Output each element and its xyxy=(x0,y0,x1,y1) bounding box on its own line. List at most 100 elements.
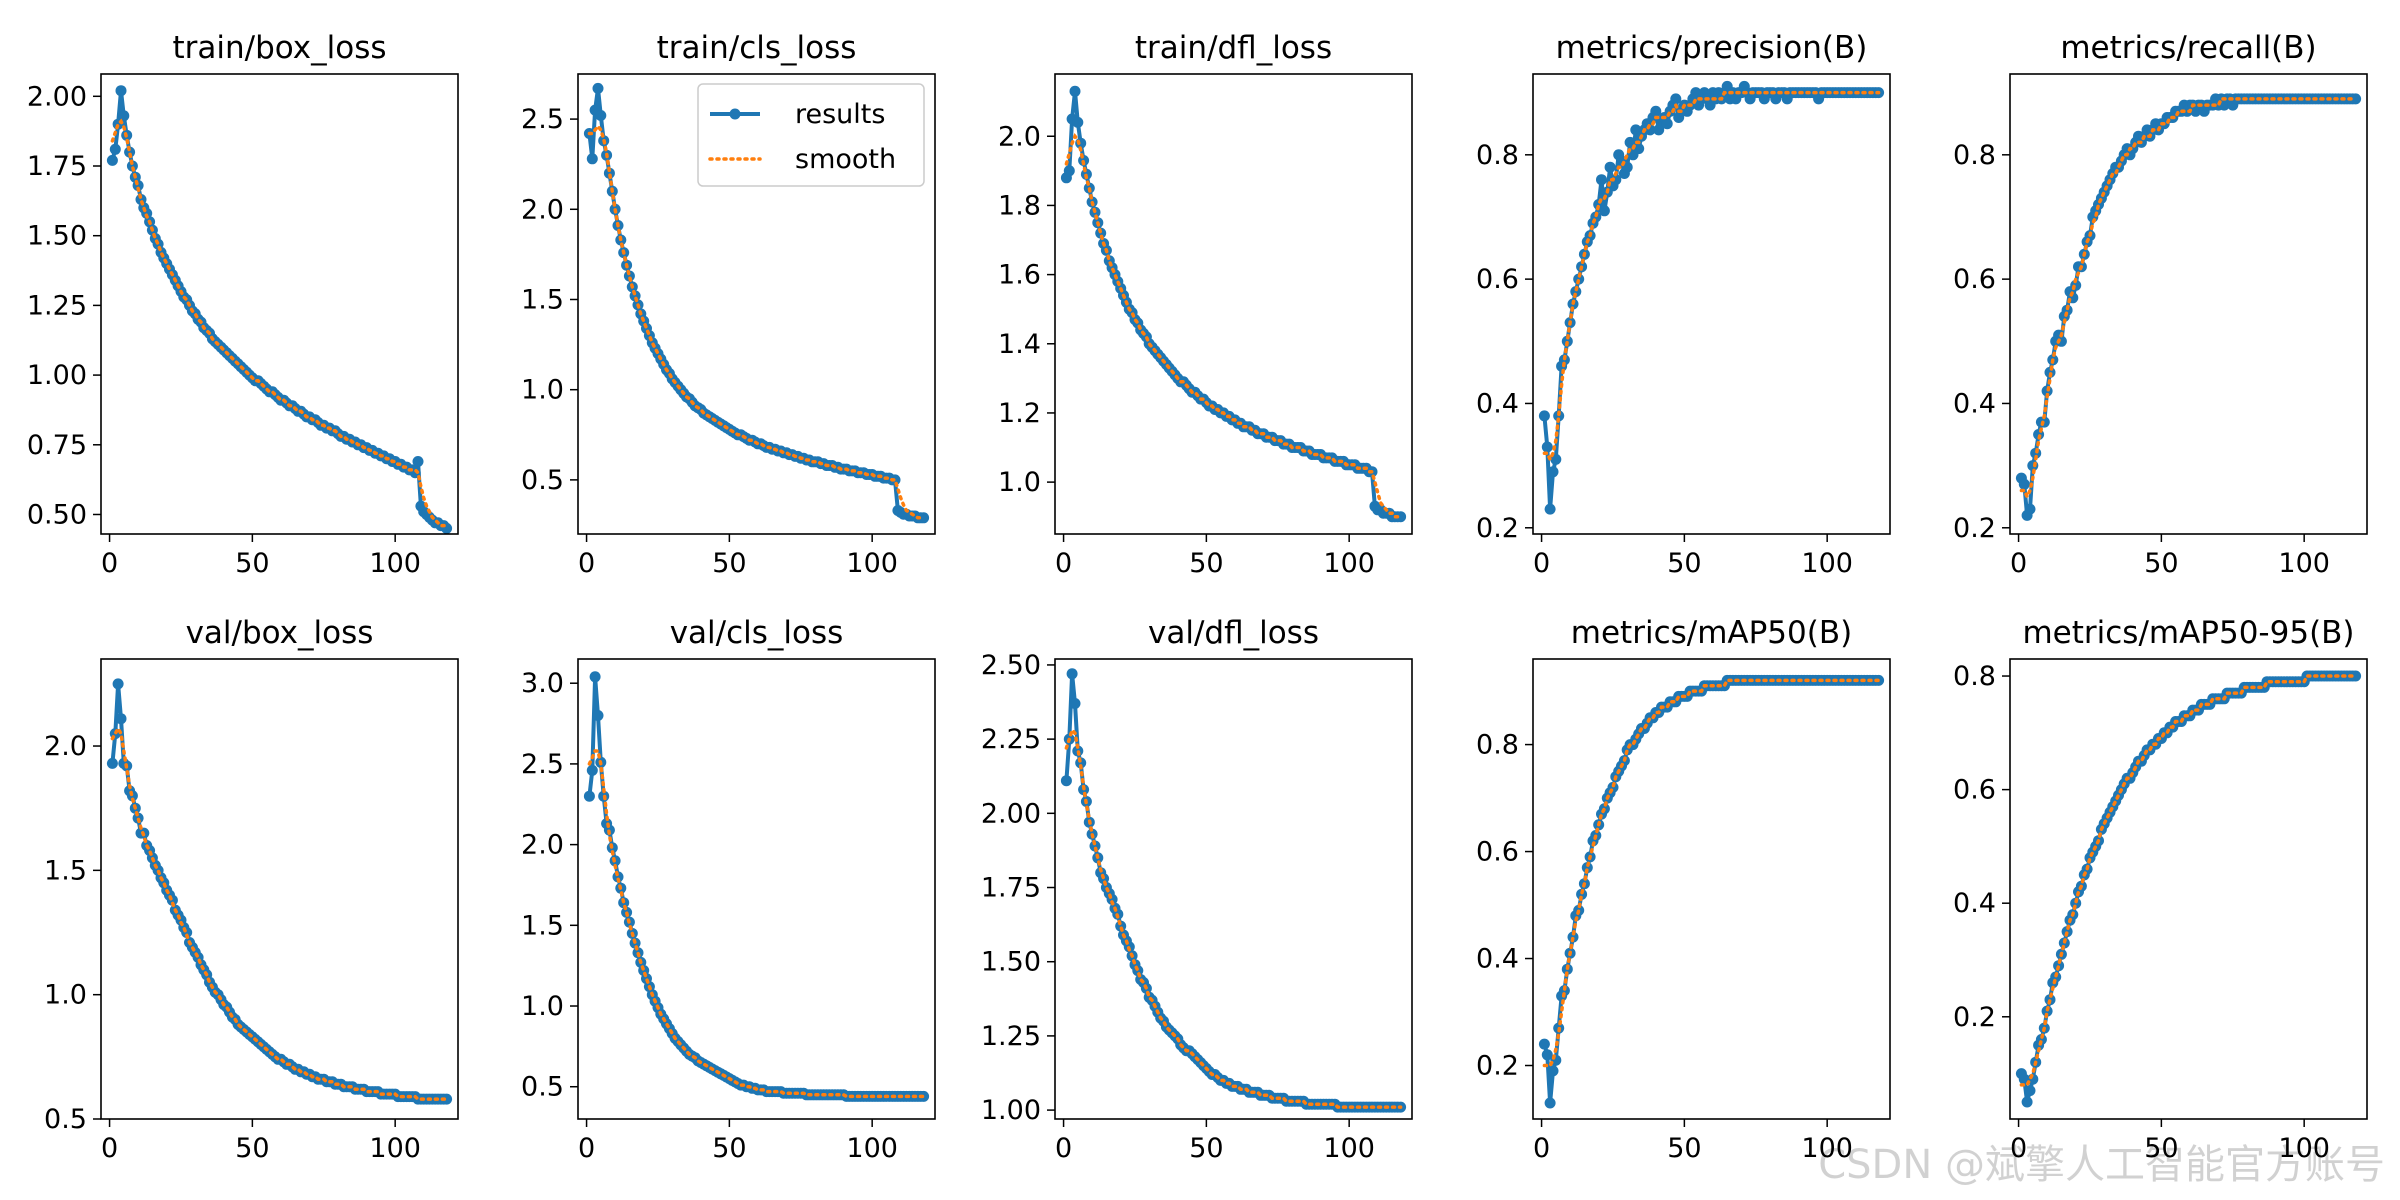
plot-area xyxy=(2015,670,2362,1108)
chart-panel: train/box_loss 0 50 100 0.50 0.75 1.00 1.25 1.50… xyxy=(27,30,459,579)
results-point xyxy=(1072,116,1084,128)
x-tick-label: 100 xyxy=(2278,1133,2330,1164)
chart-panel: metrics/mAP50(B) 0 50 100 0.2 0.4 0.6 0.8 xyxy=(1476,615,1891,1164)
x-tick-label: 100 xyxy=(369,1133,421,1164)
legend-smooth-label: smooth xyxy=(795,144,896,175)
results-point xyxy=(106,154,118,166)
results-point xyxy=(1604,161,1616,173)
y-tick-label: 0.2 xyxy=(1953,513,1996,544)
results-point xyxy=(2350,670,2362,682)
y-tick-label: 0.5 xyxy=(521,1072,564,1103)
results-point xyxy=(1661,118,1673,130)
results-point xyxy=(124,146,136,158)
x-tick-label: 50 xyxy=(2144,548,2178,579)
y-tick-label: 0.2 xyxy=(1476,1051,1519,1082)
y-tick-label: 1.2 xyxy=(998,398,1041,429)
chart-panel: val/box_loss 0 50 100 0.5 1.0 1.5 2.0 xyxy=(44,615,459,1164)
chart-title: val/cls_loss xyxy=(670,615,844,651)
results-point xyxy=(623,270,635,282)
chart-title: metrics/mAP50(B) xyxy=(1571,615,1852,651)
results-point xyxy=(2061,304,2073,316)
y-tick-label: 0.4 xyxy=(1476,944,1519,975)
results-point xyxy=(441,1093,453,1105)
results-point xyxy=(1633,143,1645,155)
y-tick-label: 1.50 xyxy=(27,221,87,252)
results-point xyxy=(1544,503,1556,515)
results-point xyxy=(1610,174,1622,186)
axes-frame xyxy=(1054,73,1413,535)
y-tick-label: 1.25 xyxy=(27,290,87,321)
results-point xyxy=(1069,85,1081,97)
axes-frame xyxy=(100,658,459,1120)
y-tick-label: 1.00 xyxy=(981,1095,1041,1126)
y-tick-label: 1.0 xyxy=(521,375,564,406)
smooth-line xyxy=(1542,678,1881,1068)
results-point xyxy=(2021,1096,2033,1108)
plot-area xyxy=(106,85,453,534)
chart-panel: val/cls_loss 0 50 100 0.5 1.0 1.5 2.0 2.5 3.0 xyxy=(521,615,936,1164)
y-tick-label: 1.0 xyxy=(521,991,564,1022)
results-point xyxy=(2035,1034,2047,1045)
smooth-line xyxy=(2019,97,2358,501)
axes-frame xyxy=(1532,73,1891,535)
y-tick-label: 0.2 xyxy=(1476,513,1519,544)
results-point xyxy=(1069,698,1081,709)
axes-frame xyxy=(1532,658,1891,1120)
x-tick-label: 0 xyxy=(578,1133,595,1164)
plot-area xyxy=(1538,80,1885,515)
y-tick-label: 0.4 xyxy=(1953,388,1996,419)
smooth-line xyxy=(1542,90,1881,464)
results-point xyxy=(115,85,127,97)
plot-area xyxy=(1538,674,1885,1109)
chart-panel: metrics/recall(B) 0 50 100 0.2 0.4 0.6 0.8 xyxy=(1953,30,2368,579)
y-tick-label: 1.0 xyxy=(998,467,1041,498)
results-point xyxy=(918,512,930,524)
results-point xyxy=(1547,466,1559,478)
y-tick-label: 1.00 xyxy=(27,360,87,391)
results-point xyxy=(1650,105,1662,117)
results-point xyxy=(1538,410,1550,422)
y-tick-label: 3.0 xyxy=(521,668,564,699)
plot-area xyxy=(1060,668,1407,1113)
x-tick-label: 100 xyxy=(1323,548,1375,579)
results-point xyxy=(592,710,604,721)
y-tick-label: 2.00 xyxy=(27,81,87,112)
x-tick-label: 100 xyxy=(846,1133,898,1164)
axes-frame xyxy=(577,658,936,1120)
x-tick-label: 0 xyxy=(1533,548,1550,579)
results-point xyxy=(1547,1065,1559,1077)
y-tick-label: 1.6 xyxy=(998,260,1041,291)
plot-area xyxy=(583,671,930,1102)
x-tick-label: 0 xyxy=(101,548,118,579)
y-tick-label: 2.5 xyxy=(521,749,564,780)
results-point xyxy=(1570,286,1582,298)
y-tick-label: 1.0 xyxy=(44,980,87,1011)
results-point xyxy=(112,678,124,690)
axes-frame xyxy=(2009,658,2368,1120)
plot-area xyxy=(1060,85,1407,523)
chart-title: train/box_loss xyxy=(172,30,386,66)
y-tick-label: 0.4 xyxy=(1953,888,1996,919)
x-tick-label: 50 xyxy=(1189,1133,1223,1164)
chart-title: metrics/recall(B) xyxy=(2060,30,2316,66)
results-point xyxy=(1066,668,1078,680)
chart-title: metrics/precision(B) xyxy=(1556,30,1868,66)
x-tick-label: 50 xyxy=(1667,1133,1701,1164)
results-point xyxy=(1670,93,1682,105)
y-tick-label: 2.0 xyxy=(521,194,564,225)
x-tick-label: 100 xyxy=(2278,548,2330,579)
y-tick-label: 0.75 xyxy=(27,430,87,461)
y-tick-label: 1.75 xyxy=(27,151,87,182)
results-point xyxy=(412,456,424,467)
legend: results smooth xyxy=(697,83,925,187)
x-tick-label: 50 xyxy=(235,1133,269,1164)
results-point xyxy=(109,143,121,155)
smooth-line xyxy=(1064,132,1403,519)
y-tick-label: 1.5 xyxy=(521,284,564,315)
x-tick-label: 100 xyxy=(1801,548,1853,579)
results-point xyxy=(1541,1049,1553,1061)
x-tick-label: 100 xyxy=(1323,1133,1375,1164)
results-point xyxy=(1541,441,1553,453)
y-tick-label: 0.8 xyxy=(1476,140,1519,171)
